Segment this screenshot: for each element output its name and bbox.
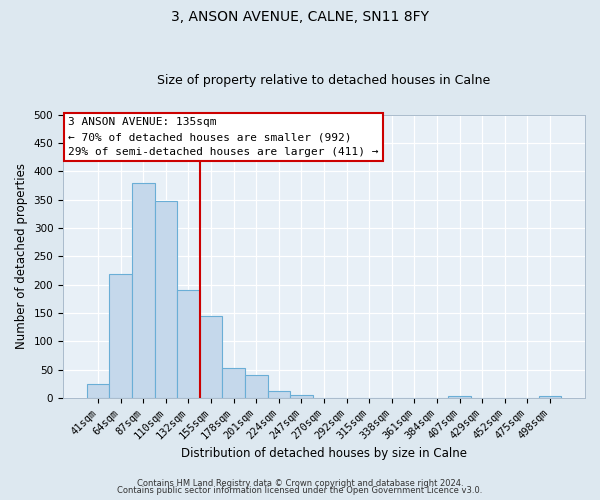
Text: Contains public sector information licensed under the Open Government Licence v3: Contains public sector information licen… xyxy=(118,486,482,495)
Text: 3, ANSON AVENUE, CALNE, SN11 8FY: 3, ANSON AVENUE, CALNE, SN11 8FY xyxy=(171,10,429,24)
Bar xyxy=(448,396,471,398)
X-axis label: Distribution of detached houses by size in Calne: Distribution of detached houses by size … xyxy=(181,447,467,460)
Bar xyxy=(155,201,177,398)
Bar xyxy=(200,316,223,398)
Bar xyxy=(109,274,132,398)
Text: 3 ANSON AVENUE: 135sqm
← 70% of detached houses are smaller (992)
29% of semi-de: 3 ANSON AVENUE: 135sqm ← 70% of detached… xyxy=(68,118,379,157)
Title: Size of property relative to detached houses in Calne: Size of property relative to detached ho… xyxy=(157,74,491,87)
Bar xyxy=(87,384,109,398)
Y-axis label: Number of detached properties: Number of detached properties xyxy=(15,164,28,350)
Bar xyxy=(290,394,313,398)
Bar xyxy=(177,290,200,398)
Bar xyxy=(268,392,290,398)
Bar xyxy=(245,376,268,398)
Bar xyxy=(132,182,155,398)
Bar xyxy=(539,396,561,398)
Text: Contains HM Land Registry data © Crown copyright and database right 2024.: Contains HM Land Registry data © Crown c… xyxy=(137,478,463,488)
Bar xyxy=(223,368,245,398)
